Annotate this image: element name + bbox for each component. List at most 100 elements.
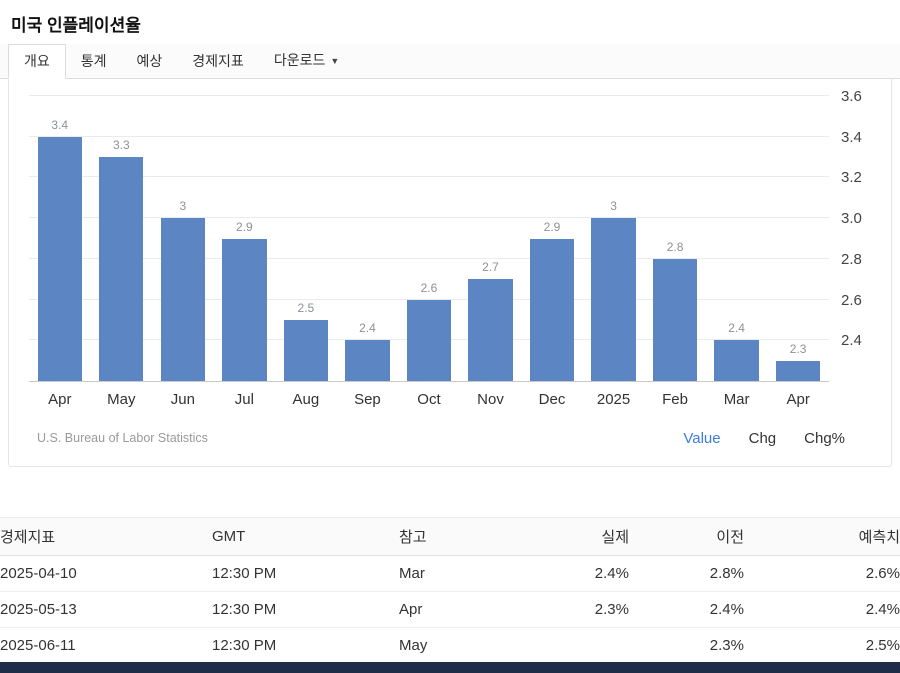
table-row: 2025-05-13 12:30 PM Apr 2.3% 2.4% 2.4% bbox=[0, 591, 900, 628]
x-axis-label: May bbox=[107, 390, 136, 408]
cell-gmt: 12:30 PM bbox=[212, 627, 399, 664]
toggle-chg-pct[interactable]: Chg% bbox=[804, 429, 845, 447]
bar-value-label: 2.7 bbox=[482, 260, 499, 275]
bar-cell: 2.7 bbox=[460, 97, 522, 381]
cell-date: 2025-05-13 bbox=[0, 591, 212, 628]
page-header: 미국 인플레이션율 bbox=[0, 0, 900, 44]
chart-x-labels: Apr May Jun Jul Aug Sep Oct Nov Dec 2025 Feb Mar Apr bbox=[29, 382, 829, 416]
col-header-gmt: GMT bbox=[212, 517, 399, 556]
bar-cell: 3.3 bbox=[91, 97, 153, 381]
bar-cell: 2.4 bbox=[706, 97, 768, 381]
x-axis-label: Feb bbox=[662, 390, 688, 408]
chart-bar[interactable] bbox=[222, 238, 267, 381]
cell-date: 2025-04-10 bbox=[0, 555, 212, 592]
col-header-consensus: 예측치 bbox=[744, 517, 900, 556]
bar-cell: 2.5 bbox=[275, 97, 337, 381]
table-row: 2025-06-11 12:30 PM May 2.3% 2.5% bbox=[0, 627, 900, 664]
gridline bbox=[29, 95, 829, 96]
cell-reference: Apr bbox=[399, 591, 509, 628]
tab-forecast[interactable]: 예상 bbox=[136, 53, 163, 69]
bar-value-label: 3.4 bbox=[51, 117, 69, 132]
y-tick-label: 3.2 bbox=[841, 169, 862, 187]
cell-actual: 2.4% bbox=[509, 555, 629, 592]
cell-reference: May bbox=[399, 627, 509, 664]
chart-bars: 3.4 3.3 3 2.9 2.5 2.4 2.6 2.7 2.9 3 2.8 2.4 2.3 bbox=[29, 97, 829, 381]
cell-consensus: 2.4% bbox=[744, 591, 900, 628]
cell-gmt: 12:30 PM bbox=[212, 555, 399, 592]
bar-value-label: 2.5 bbox=[297, 300, 315, 315]
cell-date: 2025-06-11 bbox=[0, 627, 212, 664]
bar-value-label: 2.6 bbox=[420, 280, 438, 295]
chart-bar[interactable] bbox=[714, 340, 759, 381]
bar-cell: 2.9 bbox=[521, 97, 583, 381]
bar-value-label: 3 bbox=[610, 199, 617, 214]
x-axis-label: Nov bbox=[477, 390, 504, 408]
chart-bar[interactable] bbox=[652, 258, 698, 381]
bar-value-label: 2.3 bbox=[789, 341, 807, 356]
cell-previous: 2.3% bbox=[629, 627, 744, 664]
x-axis-label: Oct bbox=[417, 390, 441, 408]
bar-cell: 2.9 bbox=[214, 97, 276, 381]
chart-bar[interactable] bbox=[406, 299, 452, 381]
x-axis-label: Jul bbox=[234, 390, 254, 408]
x-axis-label: Dec bbox=[538, 390, 566, 408]
bar-value-label: 3 bbox=[179, 199, 187, 214]
chart-bar[interactable] bbox=[37, 136, 82, 381]
gridline bbox=[29, 298, 829, 300]
x-axis-label: Mar bbox=[723, 390, 750, 408]
cell-reference: Mar bbox=[399, 555, 509, 592]
chart-panel: 3.4 3.3 3 2.9 2.5 2.4 2.6 2.7 2.9 3 2.8 2.4 2.3 Apr M… bbox=[8, 79, 892, 467]
bar-value-label: 2.4 bbox=[728, 321, 745, 336]
chart-bar[interactable] bbox=[345, 340, 390, 381]
chart-bar[interactable] bbox=[283, 319, 329, 381]
bar-value-label: 2.9 bbox=[543, 219, 561, 234]
bar-cell: 2.6 bbox=[398, 97, 460, 381]
y-tick-label: 2.6 bbox=[841, 291, 862, 309]
chart-bar[interactable] bbox=[591, 218, 636, 381]
x-axis-label: 2025 bbox=[596, 390, 631, 408]
series-toggles: Value Chg Chg% bbox=[683, 430, 845, 447]
cell-previous: 2.4% bbox=[629, 591, 744, 628]
col-header-previous: 이전 bbox=[629, 517, 744, 556]
bar-value-label: 2.9 bbox=[236, 219, 253, 234]
y-tick-label: 2.4 bbox=[841, 332, 862, 350]
cell-gmt: 12:30 PM bbox=[212, 591, 399, 628]
chart-bar[interactable] bbox=[529, 238, 575, 381]
chart-bar[interactable] bbox=[99, 157, 144, 381]
cell-previous: 2.8% bbox=[629, 555, 744, 592]
gridline bbox=[29, 257, 829, 259]
col-header-actual: 실제 bbox=[509, 517, 629, 556]
x-axis-label: Jun bbox=[170, 390, 195, 408]
chart-bar[interactable] bbox=[468, 279, 513, 381]
tab-indicators[interactable]: 경제지표 bbox=[192, 53, 244, 69]
tab-download[interactable]: 다운로드 ▼ bbox=[259, 44, 354, 78]
table-row: 2025-04-10 12:30 PM Mar 2.4% 2.8% 2.6% bbox=[0, 555, 900, 592]
calendar-header-row: 경제지표 GMT 참고 실제 이전 예측치 bbox=[0, 517, 900, 556]
calendar-table: 경제지표 GMT 참고 실제 이전 예측치 2025-04-10 12:30 P… bbox=[0, 517, 900, 664]
toggle-chg[interactable]: Chg bbox=[748, 429, 777, 447]
cell-actual: 2.3% bbox=[509, 591, 629, 628]
col-header-indicator: 경제지표 bbox=[0, 517, 212, 556]
chart-source: U.S. Bureau of Labor Statistics bbox=[37, 431, 208, 445]
bar-cell: 3.4 bbox=[29, 97, 91, 381]
y-tick-label: 2.8 bbox=[841, 250, 862, 268]
chart-bar[interactable] bbox=[160, 218, 205, 381]
toggle-value[interactable]: Value bbox=[683, 429, 721, 447]
x-axis-label: Aug bbox=[292, 390, 320, 408]
col-header-reference: 참고 bbox=[399, 517, 509, 556]
x-axis-label: Apr bbox=[786, 390, 810, 408]
gridline bbox=[29, 135, 829, 137]
caret-down-icon: ▼ bbox=[330, 56, 340, 66]
bar-value-label: 2.4 bbox=[359, 321, 376, 336]
bar-value-label: 3.3 bbox=[112, 138, 130, 153]
chart-plot: 3.4 3.3 3 2.9 2.5 2.4 2.6 2.7 2.9 3 2.8 2.4 2.3 bbox=[29, 95, 829, 382]
y-tick-label: 3.4 bbox=[841, 128, 862, 146]
bar-cell: 3 bbox=[583, 97, 645, 381]
chart-y-axis: 3.6 3.4 3.2 3.0 2.8 2.6 2.4 bbox=[829, 88, 879, 382]
tab-stats[interactable]: 통계 bbox=[80, 53, 107, 69]
chart-bar[interactable] bbox=[775, 360, 821, 381]
bar-cell: 2.4 bbox=[337, 97, 399, 381]
cell-consensus: 2.6% bbox=[744, 555, 900, 592]
tab-overview[interactable]: 개요 bbox=[8, 44, 66, 79]
gridline bbox=[29, 217, 829, 219]
